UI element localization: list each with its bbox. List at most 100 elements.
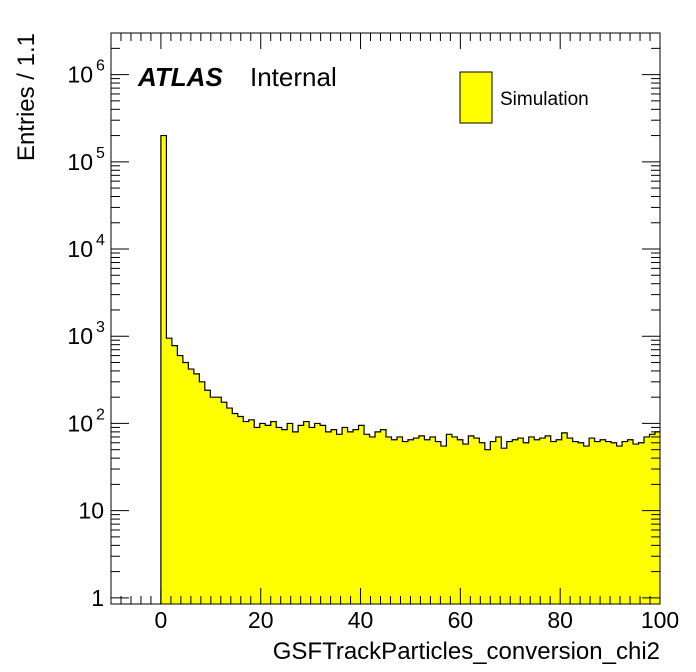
histogram-bin (259, 423, 266, 604)
histogram-bin (188, 369, 195, 604)
internal-label: Internal (250, 62, 337, 92)
histogram-bin (479, 442, 486, 604)
histogram-bin (391, 439, 398, 604)
histogram-bin (210, 397, 217, 604)
histogram-bin (215, 397, 222, 604)
histogram-bin (358, 425, 365, 604)
plot-frame (110, 32, 661, 605)
histogram-bin (616, 446, 623, 604)
y-axis-title: Entries / 1.1 (13, 33, 40, 161)
histogram-bin (578, 442, 584, 604)
histogram-bin (325, 431, 332, 604)
histogram-bin (627, 439, 634, 604)
histogram-bin (243, 421, 250, 604)
histogram-bin (166, 338, 173, 604)
histogram-bin (468, 435, 475, 604)
histogram-bin (160, 135, 167, 604)
histogram-bin (309, 427, 315, 604)
x-tick-label: 60 (448, 607, 474, 633)
y-tick-label: 10 (67, 236, 93, 262)
atlas-label: ATLAS (137, 62, 223, 92)
histogram-bin (556, 439, 563, 604)
histogram-bin (424, 439, 431, 604)
histogram-bin (248, 419, 255, 604)
histogram-bin (638, 442, 645, 604)
histogram-bin (177, 355, 184, 604)
histogram-bin (375, 431, 381, 604)
y-tick-label: 10 (67, 323, 93, 349)
x-tick-label: 100 (641, 607, 679, 633)
y-tick-exponent: 3 (96, 319, 105, 336)
histogram-bin (287, 423, 294, 604)
legend-label: Simulation (500, 89, 589, 110)
histogram-bars (160, 134, 661, 604)
histogram-bin (314, 423, 321, 604)
histogram-bin (303, 421, 310, 604)
histogram-bin (545, 435, 552, 604)
histogram-bin (171, 345, 178, 604)
histogram-bin (600, 439, 606, 604)
histogram-bin (232, 413, 239, 604)
histogram-bin (457, 439, 464, 604)
y-tick-label: 1 (91, 585, 104, 611)
legend-swatch (459, 71, 493, 124)
y-tick-label: 10 (67, 62, 93, 88)
histogram-bin (369, 436, 376, 604)
x-axis-ticks: 0 20 40 60 80 100 (110, 33, 679, 633)
histogram-bin (539, 438, 546, 604)
y-tick-label: 10 (67, 410, 93, 436)
histogram-bin (605, 441, 612, 604)
histogram-bin (561, 432, 568, 604)
histogram-bin (501, 448, 508, 604)
x-tick-label: 0 (155, 607, 168, 633)
histogram-bin (396, 436, 403, 604)
histogram-bin (270, 421, 277, 604)
histogram-bin (622, 441, 628, 604)
histogram-bin (512, 439, 519, 604)
x-tick-label: 80 (547, 607, 573, 633)
histogram-bin (644, 436, 650, 604)
y-tick-exponent: 5 (96, 145, 105, 162)
histogram-bin (276, 427, 283, 604)
y-tick-exponent: 4 (96, 232, 105, 249)
histogram-bin (506, 441, 513, 604)
histogram-bin (534, 439, 541, 604)
histogram-bin (320, 425, 326, 604)
histogram-bin (567, 438, 574, 604)
x-axis-title: GSFTrackParticles_conversion_chi2 (273, 638, 660, 665)
histogram-bin (473, 438, 480, 604)
histogram-bin (528, 436, 535, 604)
x-tick-label: 20 (248, 607, 274, 633)
histogram-bin (550, 441, 557, 604)
histogram-bin (418, 435, 425, 604)
histogram-bin (611, 442, 617, 604)
histogram-bin (594, 441, 601, 604)
histogram-bin (484, 449, 491, 604)
histogram-bin (386, 436, 392, 604)
histogram-bin (182, 362, 189, 604)
histogram-bin (292, 431, 299, 604)
histogram-bin (435, 441, 442, 604)
histogram-bin (523, 442, 530, 604)
histogram-bin (364, 434, 370, 604)
histogram-bin (237, 416, 244, 604)
histogram-bin (336, 434, 343, 604)
histogram-bin (193, 373, 200, 604)
y-tick-exponent: 6 (96, 58, 105, 75)
histogram-bin (380, 429, 387, 604)
histogram-bin (633, 444, 639, 604)
histogram-bin (254, 427, 261, 604)
x-tick-label: 40 (348, 607, 374, 633)
histogram-bin (572, 441, 579, 604)
histogram-bin (429, 436, 436, 604)
histogram-bin (495, 436, 502, 604)
histogram-bin (298, 425, 304, 604)
y-tick-label: 10 (67, 149, 93, 175)
y-tick-label: 10 (78, 498, 104, 524)
histogram-bin (342, 427, 348, 604)
histogram-bin (226, 408, 233, 604)
histogram-bin (517, 438, 524, 604)
histogram-outline (160, 134, 660, 604)
